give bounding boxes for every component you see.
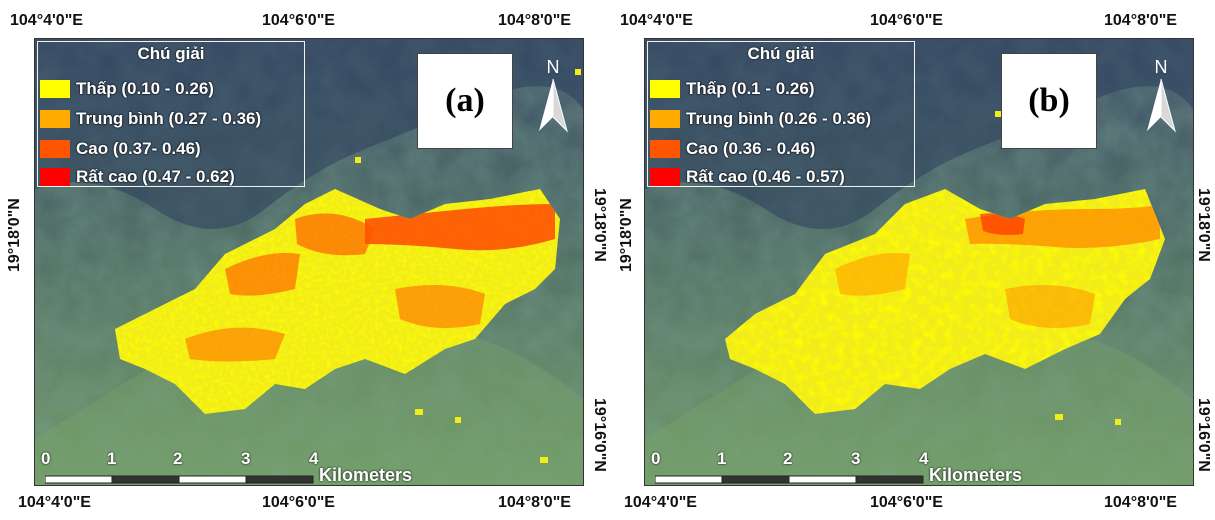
legend-item-very-high-a: Rất cao (0.47 - 0.62) [40, 164, 235, 190]
legend-swatch-high-a [40, 140, 70, 158]
legend-item-low-a: Thấp (0.10 - 0.26) [40, 76, 214, 102]
top-coord-middle-a: 104°6'0"E [262, 12, 335, 29]
panel-label-box-a: (a) [417, 53, 513, 149]
top-coord-middle-b: 104°6'0"E [870, 12, 943, 29]
top-coord-right-b: 104°8'0"E [1104, 12, 1177, 29]
scale-number-0-b: 0 [651, 449, 661, 468]
legend-swatch-medium-a [40, 110, 70, 128]
scale-bar-segments-b [655, 475, 924, 484]
panel-label-b: (b) [1028, 82, 1070, 119]
scale-number-2-a: 2 [173, 449, 183, 468]
scale-number-3-b: 3 [851, 449, 861, 468]
scale-number-1-a: 1 [107, 449, 117, 468]
legend-label-medium-a: Trung bình (0.27 - 0.36) [76, 109, 262, 128]
legend-swatch-very-high-a [40, 168, 70, 186]
legend-b: Chú giải Thấp (0.1 - 0.26) Trung bình (0… [647, 41, 915, 187]
bottom-coord-middle-b: 104°6'0"E [870, 494, 943, 511]
scale-number-3-a: 3 [241, 449, 251, 468]
top-coord-left-a: 104°4'0"E [10, 12, 83, 29]
top-coord-left-b: 104°4'0"E [620, 12, 693, 29]
bottom-coord-middle-a: 104°6'0"E [262, 494, 335, 511]
map-panel-a: Chú giải Thấp (0.10 - 0.26) Trung bình (… [34, 38, 584, 486]
north-arrow-b: N [1141, 55, 1181, 135]
scale-number-4-b: 4 [919, 449, 929, 468]
right-coord-bottom-a: 19°16'0"N [591, 398, 608, 472]
legend-label-low-a: Thấp (0.10 - 0.26) [76, 79, 214, 98]
legend-label-very-high-a: Rất cao (0.47 - 0.62) [76, 167, 235, 186]
terrain-map-b [645, 39, 1193, 485]
map-panel-b: Chú giải Thấp (0.1 - 0.26) Trung bình (0… [644, 38, 1194, 486]
legend-a: Chú giải Thấp (0.10 - 0.26) Trung bình (… [37, 41, 305, 187]
right-coord-top-a: 19°18'0"N [591, 188, 608, 262]
legend-swatch-high-b [650, 140, 680, 158]
scale-unit-b: Kilometers [929, 465, 1023, 485]
scale-number-2-b: 2 [783, 449, 793, 468]
legend-label-high-b: Cao (0.36 - 0.46) [686, 139, 816, 158]
bottom-coord-right-a: 104°8'0"E [498, 494, 571, 511]
right-coord-top-b: 19°18'0"N [1195, 188, 1212, 262]
panel-label-box-b: (b) [1001, 53, 1097, 149]
legend-item-medium-b: Trung bình (0.26 - 0.36) [650, 106, 871, 132]
legend-swatch-medium-b [650, 110, 680, 128]
scale-number-1-b: 1 [717, 449, 727, 468]
left-coord-a: 19°18'0"N [6, 198, 23, 272]
north-arrow-icon: N [1147, 57, 1176, 133]
bottom-coord-left-a: 104°4'0"E [18, 494, 91, 511]
legend-swatch-low-b [650, 80, 680, 98]
legend-item-high-b: Cao (0.36 - 0.46) [650, 136, 815, 162]
north-arrow-icon: N [539, 57, 568, 133]
north-label-b: N [1155, 57, 1168, 77]
scale-bar-segments-a [45, 475, 314, 484]
north-label-a: N [547, 57, 560, 77]
legend-swatch-low-a [40, 80, 70, 98]
legend-item-medium-a: Trung bình (0.27 - 0.36) [40, 106, 261, 132]
bottom-coord-left-b: 104°4'0"E [624, 494, 697, 511]
scale-number-0-a: 0 [41, 449, 51, 468]
legend-swatch-very-high-b [650, 168, 680, 186]
legend-label-high-a: Cao (0.37- 0.46) [76, 139, 201, 158]
legend-label-medium-b: Trung bình (0.26 - 0.36) [686, 109, 872, 128]
legend-label-very-high-b: Rất cao (0.46 - 0.57) [686, 167, 845, 186]
top-coord-right-a: 104°8'0"E [498, 12, 571, 29]
panel-label-a: (a) [445, 82, 485, 119]
left-coord-b: 19°18'0"N [618, 198, 635, 272]
legend-item-low-b: Thấp (0.1 - 0.26) [650, 76, 814, 102]
legend-title-b: Chú giải [747, 44, 815, 63]
scale-number-4-a: 4 [309, 449, 319, 468]
legend-item-high-a: Cao (0.37- 0.46) [40, 136, 201, 162]
north-arrow-a: N [533, 55, 573, 135]
legend-label-low-b: Thấp (0.1 - 0.26) [686, 79, 815, 98]
bottom-coord-right-b: 104°8'0"E [1104, 494, 1177, 511]
right-coord-bottom-b: 19°16'0"N [1195, 398, 1212, 472]
legend-item-very-high-b: Rất cao (0.46 - 0.57) [650, 164, 845, 190]
scale-unit-a: Kilometers [319, 465, 413, 485]
legend-title-a: Chú giải [137, 44, 205, 63]
